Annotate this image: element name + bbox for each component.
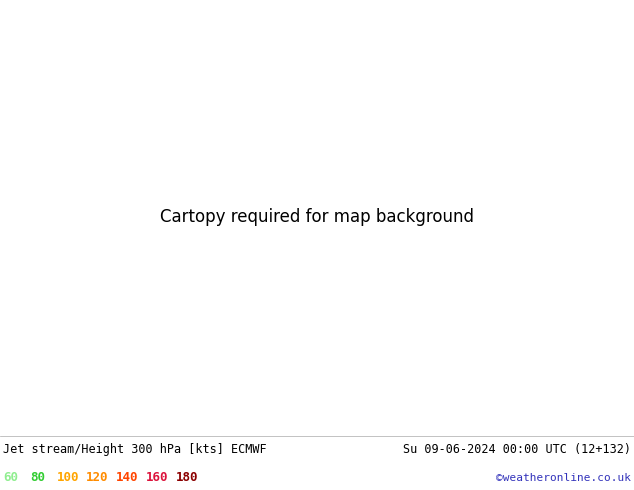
Text: Cartopy required for map background: Cartopy required for map background <box>160 208 474 226</box>
Text: 160: 160 <box>146 471 168 484</box>
Text: 60: 60 <box>3 471 18 484</box>
Text: 180: 180 <box>176 471 198 484</box>
Text: 80: 80 <box>30 471 45 484</box>
Text: 120: 120 <box>86 471 108 484</box>
Text: Su 09-06-2024 00:00 UTC (12+132): Su 09-06-2024 00:00 UTC (12+132) <box>403 443 631 456</box>
Text: ©weatheronline.co.uk: ©weatheronline.co.uk <box>496 472 631 483</box>
Text: Jet stream/Height 300 hPa [kts] ECMWF: Jet stream/Height 300 hPa [kts] ECMWF <box>3 443 267 456</box>
Text: 140: 140 <box>116 471 138 484</box>
Text: 100: 100 <box>56 471 79 484</box>
